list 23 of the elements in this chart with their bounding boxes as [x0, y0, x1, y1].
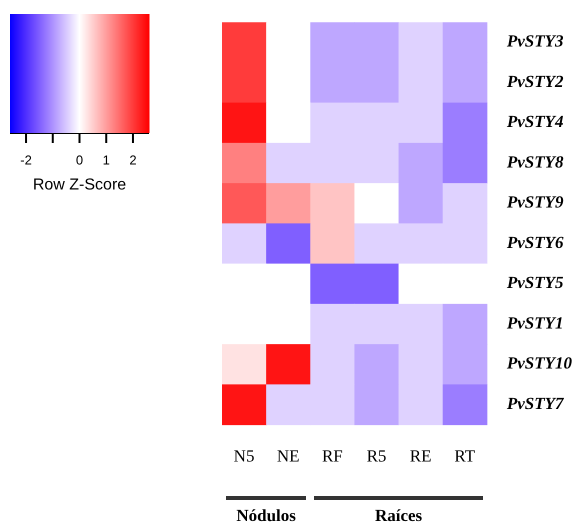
color-bar-title: Row Z-Score — [32, 176, 126, 194]
y-tick-label: PvSTY1 — [506, 313, 564, 332]
x-tick-label: RT — [454, 446, 476, 466]
y-tick-label: PvSTY3 — [506, 32, 564, 51]
x-tick-label: N5 — [234, 446, 254, 466]
y-tick-label: PvSTY10 — [506, 354, 572, 373]
x-tick-label: R5 — [366, 446, 386, 466]
text: Nódulos — [235, 506, 297, 526]
y-tick-label: PvSTY5 — [506, 273, 564, 292]
color-bar-label: 2 — [129, 152, 137, 168]
x-tick-label: NE — [276, 446, 300, 466]
x-tick-label: RF — [322, 446, 343, 466]
y-tick-label: PvSTY9 — [506, 192, 564, 212]
y-tick-label: PvSTY8 — [506, 152, 564, 172]
y-tick-label: PvSTY4 — [506, 112, 564, 132]
y-tick-label: PvSTY2 — [506, 72, 564, 91]
color-bar-label: 1 — [102, 152, 110, 168]
color-bar-label: 0 — [76, 152, 84, 168]
x-tick-label: RE — [410, 446, 432, 466]
color-bar-label: -2 — [20, 152, 32, 168]
y-tick-label: PvSTY7 — [506, 394, 565, 413]
text: Raíces — [374, 506, 424, 526]
y-tick-label: PvSTY6 — [506, 232, 564, 252]
